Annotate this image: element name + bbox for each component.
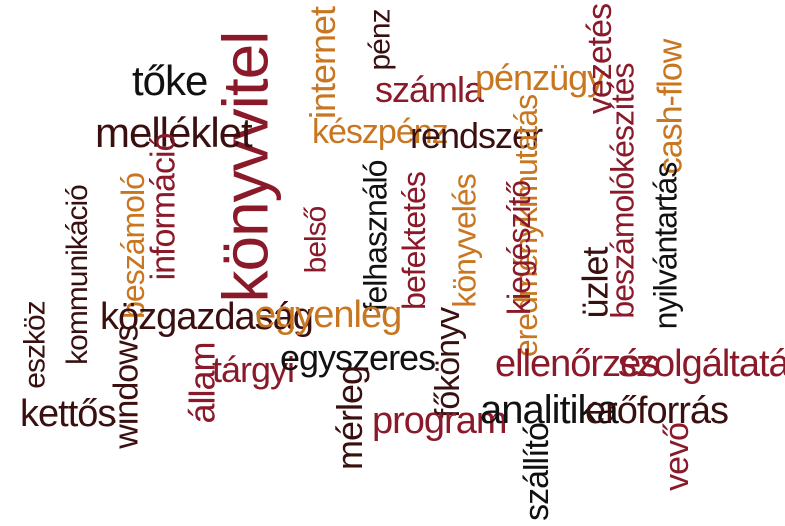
word-penz: pénz (363, 9, 397, 71)
word-targyi: tárgyi (212, 349, 295, 390)
word-eroforras: erőforrás (585, 390, 729, 432)
word-szallito: szállító (517, 423, 556, 521)
word-ellenorzes: ellenőrzés (495, 343, 659, 385)
word-vevo: vevő (657, 423, 696, 491)
word-nyilvantartas: nyilvántartás (647, 162, 684, 330)
word-internet: internet (302, 6, 344, 120)
word-szolgaltatas: szolgáltatás (618, 343, 785, 385)
word-informacio: információ (144, 133, 183, 281)
word-merleg: mérleg (329, 365, 371, 471)
word-kettos: kettős (20, 393, 116, 435)
word-cashflow: cash-flow (651, 39, 690, 175)
word-toke: tőke (132, 57, 208, 104)
word-program: program (372, 400, 507, 442)
word-egyenleg: egyenleg (255, 294, 402, 336)
word-belso: belső (299, 206, 333, 274)
word-kozgazdasag: közgazdaság (100, 296, 314, 338)
word-eszkoz: eszköz (18, 301, 52, 389)
word-konyvvitel: könyvvitel (209, 31, 282, 303)
word-befektetes: befektetés (395, 172, 432, 310)
word-keszpenz: készpénz (312, 113, 449, 151)
word-analitika: analitika (480, 388, 619, 432)
word-egyszeres: egyszeres (280, 337, 436, 378)
word-uzlet: üzlet (574, 247, 616, 319)
word-melleklet: melléklet (95, 109, 253, 156)
word-konyveles: könyvelés (446, 174, 483, 308)
word-rendszer: rendszer (410, 115, 543, 156)
word-kommunikacio: kommunikáció (60, 185, 94, 365)
word-felhasznalo: felhasználó (357, 160, 394, 312)
word-kiegeszito: kiegészítő (501, 180, 538, 316)
word-penzugy: pénzügy (475, 57, 605, 98)
word-szamla: számla (375, 69, 484, 110)
